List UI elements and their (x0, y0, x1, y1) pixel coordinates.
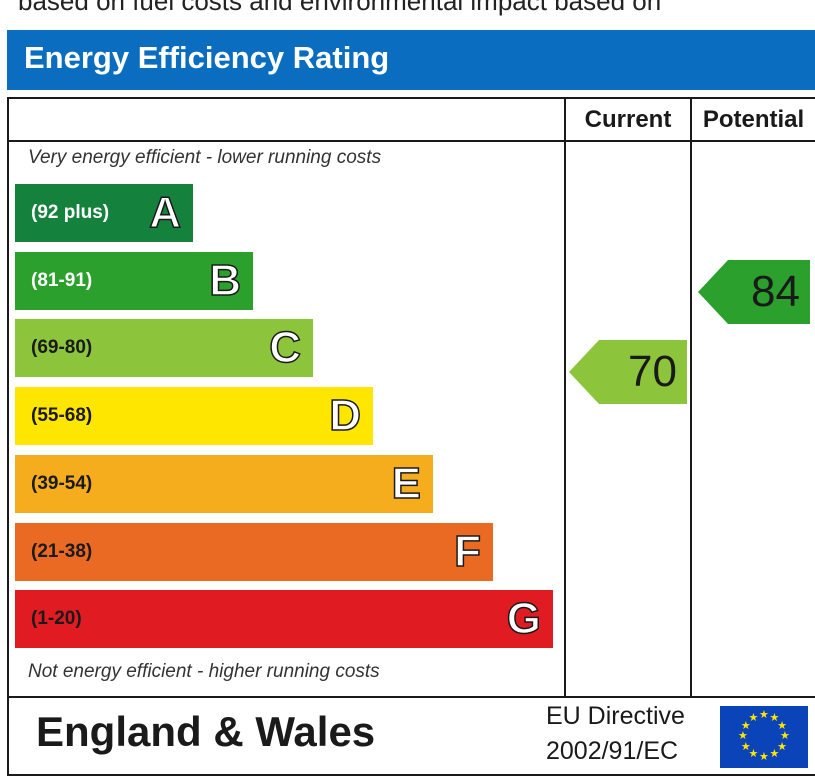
band-letter: G (506, 593, 542, 644)
star-icon: ★ (769, 748, 780, 761)
band-range-label: (69-80) (31, 337, 93, 358)
chart-title: Energy Efficiency Rating (7, 30, 815, 90)
note-efficient: Very energy efficient - lower running co… (28, 147, 382, 168)
current-rating-arrow: 70 (569, 340, 687, 404)
directive-line-2: 2002/91/EC (546, 737, 679, 765)
star-icon: ★ (777, 719, 788, 732)
star-icon: ★ (769, 711, 780, 724)
star-icon: ★ (759, 751, 769, 763)
band-range-label: (92 plus) (31, 202, 110, 223)
band-a: (92 plus) A (15, 184, 193, 242)
cropped-top-text: based on fuel costs and environmental im… (18, 0, 662, 16)
band-range-label: (1-20) (31, 608, 82, 629)
band-f: (21-38) F (15, 523, 493, 581)
current-rating-value: 70 (628, 347, 677, 396)
star-icon: ★ (748, 711, 759, 724)
frame-footer-divider (7, 696, 815, 698)
band-c: (69-80) C (15, 319, 313, 377)
potential-rating-value: 84 (751, 267, 800, 316)
band-range-label: (39-54) (31, 473, 93, 494)
star-icon: ★ (740, 740, 751, 753)
eu-flag-icon: ★ ★ ★ ★ ★ ★ ★ ★ ★ ★ ★ ★ (720, 706, 808, 768)
frame-bottom (7, 774, 815, 776)
frame-col-divider-1 (564, 97, 566, 698)
band-letter: C (268, 322, 301, 373)
current-header: Current (584, 106, 672, 133)
band-g: (1-20) G (15, 590, 553, 648)
frame-left (7, 97, 9, 776)
band-range-label: (55-68) (31, 405, 93, 426)
band-letter: D (328, 390, 361, 441)
star-icon: ★ (738, 730, 748, 742)
band-e: (39-54) E (15, 455, 433, 513)
frame-col-divider-2 (690, 97, 692, 698)
band-letter: F (453, 526, 481, 577)
potential-rating-arrow: 84 (698, 260, 810, 324)
directive-line-1: EU Directive (546, 702, 685, 730)
band-d: (55-68) D (15, 387, 373, 445)
star-icon: ★ (759, 709, 769, 721)
frame-top (7, 97, 815, 99)
band-b: (81-91) B (15, 252, 253, 310)
star-icon: ★ (777, 740, 788, 753)
star-icon: ★ (780, 730, 790, 742)
note-inefficient: Not energy efficient - higher running co… (28, 661, 380, 682)
potential-header: Potential (702, 106, 805, 133)
band-letter: B (208, 255, 241, 306)
band-letter: A (148, 187, 181, 238)
star-icon: ★ (748, 748, 759, 761)
star-icon: ★ (740, 719, 751, 732)
band-range-label: (81-91) (31, 270, 93, 291)
band-letter: E (391, 458, 422, 509)
band-range-label: (21-38) (31, 541, 93, 562)
region-label: England & Wales (36, 708, 376, 755)
frame-header-divider (7, 140, 815, 142)
